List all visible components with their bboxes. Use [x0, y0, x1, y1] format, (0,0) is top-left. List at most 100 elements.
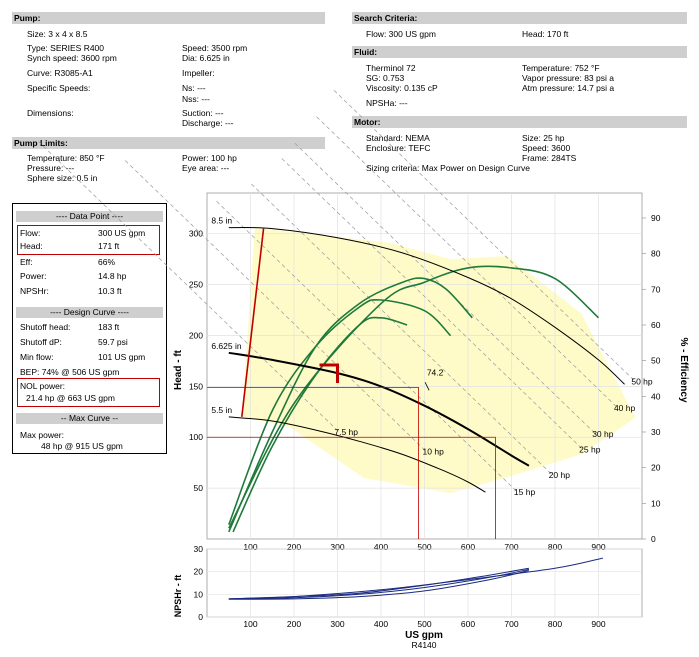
pump-nss: Nss: --- [182, 94, 210, 104]
x-tick-label: 900 [591, 542, 605, 552]
y2-tick-label: 80 [651, 249, 661, 259]
npshr-curve [228, 557, 604, 600]
impeller-curve-label: 6.625 in [211, 341, 242, 351]
fluid-header: Fluid: [352, 46, 687, 58]
dp-flow-value: 300 US gpm [98, 228, 146, 238]
x-tick-label: 600 [461, 542, 475, 552]
npsh-x-tick-label: 800 [548, 619, 562, 629]
fluid-viscosity: Viscosity: 0.135 cP [366, 83, 438, 93]
min-flow-line [241, 228, 265, 417]
npshr-curve [228, 570, 530, 600]
dp-npshr-value: 10.3 ft [98, 286, 122, 296]
power-line-label: 30 hp [592, 429, 614, 439]
npsh-y-tick-label: 10 [194, 589, 204, 599]
pump-synch-speed: Synch speed: 3600 rpm [27, 53, 117, 63]
efficiency-curve [228, 298, 452, 525]
pump-impeller: Impeller: [182, 68, 215, 78]
npsh-x-tick-label: 100 [243, 619, 257, 629]
y2-tick-label: 20 [651, 463, 661, 473]
pump-header: Pump: [12, 12, 325, 24]
power-line-label: 50 hp [631, 376, 653, 386]
fluid-npsha: NPSHa: --- [366, 98, 408, 108]
y2-tick-label: 90 [651, 213, 661, 223]
y-tick-label: 100 [189, 432, 203, 442]
bep-tick [424, 382, 430, 391]
impeller-curve-label: 8.5 in [211, 216, 232, 226]
x-tick-label: 400 [374, 542, 388, 552]
fluid-name: Therminol 72 [366, 63, 416, 73]
y-tick-label: 150 [189, 381, 203, 391]
y2-tick-label: 70 [651, 284, 661, 294]
npshr-curve [228, 568, 529, 600]
efficiency-curve [232, 316, 408, 533]
efficiency-curve [228, 277, 473, 533]
pump-dia: Dia: 6.625 in [182, 53, 230, 63]
npsh-x-tick-label: 300 [330, 619, 344, 629]
y2-tick-label: 60 [651, 320, 661, 330]
impeller-curve [228, 227, 625, 385]
y2-tick-label: 10 [651, 498, 661, 508]
design-curve-header: ---- Design Curve ---- [16, 307, 163, 318]
data-point-panel: ---- Data Point ---- Flow: 300 US gpm He… [12, 203, 167, 454]
efficiency-curve [228, 265, 600, 529]
power-line-label: 15 hp [514, 487, 536, 497]
npsh-x-tick-label: 200 [287, 619, 301, 629]
power-line-label: 10 hp [423, 447, 445, 457]
dc-nol-value: 21.4 hp @ 663 US gpm [26, 393, 115, 403]
fluid-vapor-pressure: Vapor pressure: 83 psi a [522, 73, 614, 83]
limit-sphere-size: Sphere size: 0.5 in [27, 173, 98, 183]
dp-eff-value: 66% [98, 257, 116, 267]
head-axis-label: Head - ft [173, 349, 184, 390]
reference-line [207, 386, 419, 539]
pump-dimensions: Dimensions: [27, 108, 74, 118]
pump-specific-speeds: Specific Speeds: [27, 83, 91, 93]
dp-power-label: Power: [20, 271, 47, 281]
search-criteria-header: Search Criteria: [352, 12, 687, 24]
limit-power: Power: 100 hp [182, 153, 237, 163]
pump-suction: Suction: --- [182, 108, 224, 118]
footer-code: R4140 [411, 640, 436, 650]
y2-tick-label: 50 [651, 356, 661, 366]
limit-pressure: Pressure: --- [27, 163, 75, 173]
npshr-curve [228, 567, 529, 600]
npshr-axis-label: NPSHr - ft [173, 575, 183, 618]
data-point-header: ---- Data Point ---- [16, 211, 163, 222]
npsh-x-tick-label: 600 [461, 619, 475, 629]
npsh-x-tick-label: 500 [417, 619, 431, 629]
motor-size: Size: 25 hp [522, 133, 565, 143]
motor-speed: Speed: 3600 [522, 143, 571, 153]
dc-bep: BEP: 74% @ 506 US gpm [20, 367, 120, 377]
limit-eye-area: Eye area: --- [182, 163, 230, 173]
max-curve-header: -- Max Curve -- [16, 413, 163, 424]
npsh-y-tick-label: 30 [194, 544, 204, 554]
y-tick-label: 50 [194, 483, 204, 493]
pump-size: Size: 3 x 4 x 8.5 [27, 29, 88, 39]
x-tick-label: 100 [243, 542, 257, 552]
x-tick-label: 500 [417, 542, 431, 552]
dc-min-flow-value: 101 US gpm [98, 352, 146, 362]
mc-max-power-value: 48 hp @ 915 US gpm [41, 441, 123, 451]
dp-eff-label: Eff: [20, 257, 33, 267]
impeller-curve [228, 351, 530, 467]
dc-min-flow-label: Min flow: [20, 352, 54, 362]
operating-region [241, 227, 636, 494]
y-tick-label: 300 [189, 229, 203, 239]
y-tick-label: 200 [189, 330, 203, 340]
x-tick-label: 300 [330, 542, 344, 552]
impeller-curve [228, 416, 486, 493]
fluid-temperature: Temperature: 752 °F [522, 63, 600, 73]
mc-max-power-label: Max power: [20, 430, 64, 440]
power-line-label: 40 hp [614, 403, 636, 413]
pump-ns: Ns: --- [182, 83, 206, 93]
pump-type: Type: SERIES R400 [27, 43, 105, 53]
x-tick-label: 800 [548, 542, 562, 552]
dp-power-value: 14.8 hp [98, 271, 127, 281]
npsh-y-tick-label: 20 [194, 567, 204, 577]
y2-tick-label: 0 [651, 534, 656, 544]
design-point-marker [319, 363, 339, 383]
npsh-x-tick-label: 700 [504, 619, 518, 629]
limit-temperature: Temperature: 850 °F [27, 153, 105, 163]
efficiency-axis-label: % - Efficiency [678, 337, 689, 402]
dc-shutoff-head-value: 183 ft [98, 322, 120, 332]
dp-head-value: 171 ft [98, 241, 120, 251]
